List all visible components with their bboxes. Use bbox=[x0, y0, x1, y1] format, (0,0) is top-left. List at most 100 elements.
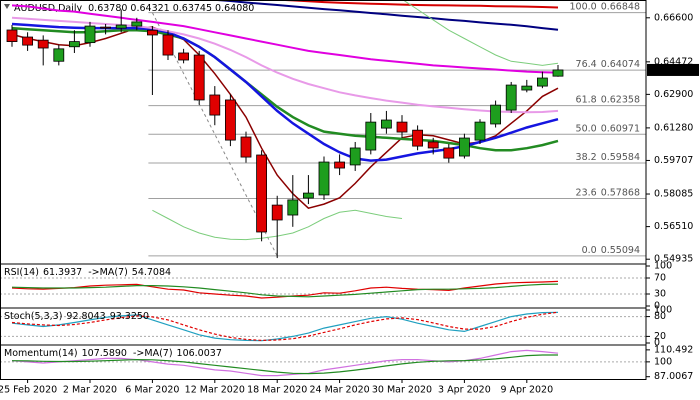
fib-price: 0.55094 bbox=[601, 244, 640, 255]
y-tick-label: 0.66600 bbox=[654, 12, 693, 23]
candle-body bbox=[318, 161, 330, 196]
y-tick-label: 0.62900 bbox=[654, 89, 693, 100]
candle-body bbox=[256, 154, 268, 233]
indicator-line bbox=[11, 354, 558, 375]
indicator-line bbox=[11, 283, 559, 298]
x-tick-label: 24 Mar 2020 bbox=[309, 385, 369, 396]
fib-price: 0.59584 bbox=[601, 151, 640, 162]
ohlc: 0.63780 0.64321 0.63745 0.64080 bbox=[88, 3, 254, 14]
candle-body bbox=[178, 52, 190, 61]
indicator-value: 92.8043 bbox=[66, 311, 105, 322]
fib-ratio: 61.8 bbox=[576, 94, 597, 105]
candle-body bbox=[84, 25, 96, 44]
candle-body bbox=[69, 41, 80, 48]
x-tick-label: 12 Mar 2020 bbox=[185, 385, 245, 396]
fib-label: 23.6 0.57868 bbox=[576, 187, 640, 198]
candle-body bbox=[552, 69, 564, 77]
indicator-header: Stoch(5,3,3) 92.8043 93.3250 bbox=[4, 311, 149, 322]
fib-label: 38.2 0.59584 bbox=[576, 151, 640, 162]
indicator-header: Momentum(14) 107.5890 ->MA(7) 106.0037 bbox=[4, 348, 222, 359]
y-tick-label: 0.56510 bbox=[654, 221, 693, 232]
moving-average bbox=[403, 1, 559, 66]
y-tick-label: 87.0067 bbox=[654, 371, 693, 382]
y-tick-label: 0 bbox=[654, 338, 660, 349]
fib-ratio: 23.6 bbox=[576, 187, 597, 198]
candle-body bbox=[6, 29, 18, 42]
last-price-label: 0.64080 bbox=[654, 64, 693, 75]
fib-label: 50.0 0.60971 bbox=[576, 123, 640, 134]
candle-body bbox=[37, 39, 49, 49]
indicator-name: RSI(14) bbox=[4, 267, 39, 278]
fib-label: 100.0 0.66848 bbox=[570, 1, 641, 12]
candle-body bbox=[209, 94, 221, 116]
candle-body bbox=[505, 84, 517, 111]
x-tick-label: 3 Apr 2020 bbox=[438, 385, 491, 396]
indicator-lines bbox=[11, 349, 559, 377]
y-tick-label: 0.61280 bbox=[654, 122, 693, 133]
candle-body bbox=[271, 204, 283, 221]
candle-body bbox=[396, 121, 408, 133]
moving-average bbox=[11, 16, 559, 114]
candle-body bbox=[443, 147, 455, 159]
candle-body bbox=[53, 48, 65, 62]
y-tick-label: 30 bbox=[654, 289, 666, 300]
x-tick-label: 25 Feb 2020 bbox=[0, 385, 57, 396]
y-tick-label: 80 bbox=[654, 311, 666, 322]
y-tick-label: 0 bbox=[654, 301, 660, 312]
chart-header: AUDUSD,Daily 0.63780 0.64321 0.63745 0.64… bbox=[14, 3, 254, 14]
candle-body bbox=[427, 141, 439, 149]
candle-body bbox=[458, 137, 470, 157]
y-tick-label: 100 bbox=[654, 305, 672, 316]
y-tick-label: 100 bbox=[654, 261, 672, 272]
fib-ratio: 76.4 bbox=[576, 59, 597, 70]
indicator-name: Stoch(5,3,3) bbox=[4, 311, 62, 322]
candle-body bbox=[115, 24, 127, 29]
fib-price: 0.60971 bbox=[601, 123, 640, 134]
candle-body bbox=[131, 21, 143, 27]
candle-body bbox=[537, 77, 548, 87]
candle-body bbox=[240, 136, 252, 158]
indicator-header: RSI(14) 61.3937 ->MA(7) 54.7084 bbox=[4, 267, 171, 278]
indicator-lines bbox=[11, 311, 559, 342]
last-price-box bbox=[647, 63, 699, 76]
indicator-name: ->MA(7) bbox=[88, 267, 128, 278]
fib-ratio: 0.0 bbox=[582, 244, 597, 255]
indicator-name: Momentum(14) bbox=[4, 348, 78, 359]
menu-icon bbox=[4, 4, 10, 9]
x-tick-label: 30 Mar 2020 bbox=[372, 385, 432, 396]
y-tick-label: 0.58085 bbox=[654, 189, 693, 200]
y-tick-label: 100 bbox=[654, 356, 672, 367]
candle-body bbox=[287, 199, 299, 216]
candle-body bbox=[334, 161, 346, 169]
candle-body bbox=[380, 119, 392, 129]
y-tick-label: 0.54935 bbox=[654, 254, 693, 265]
fib-ratio: 100.0 bbox=[570, 1, 597, 12]
candle-body bbox=[224, 99, 236, 141]
y-tick-label: 70 bbox=[654, 273, 666, 284]
y-tick-label: 20 bbox=[654, 331, 666, 342]
candle-body bbox=[162, 34, 174, 56]
x-tick-label: 18 Mar 2020 bbox=[247, 385, 307, 396]
candle-body bbox=[412, 129, 424, 147]
candle-body bbox=[474, 121, 486, 141]
candle-body bbox=[521, 85, 533, 91]
candle-body bbox=[365, 121, 377, 151]
y-tick-label: 0.59707 bbox=[654, 155, 693, 166]
indicator-lines bbox=[11, 280, 559, 299]
x-tick-label: 2 Mar 2020 bbox=[63, 385, 117, 396]
moving-average bbox=[11, 4, 559, 74]
fib-price: 0.62358 bbox=[601, 94, 640, 105]
fib-label: 76.4 0.64074 bbox=[576, 59, 640, 70]
y-tick-label: 110.492 bbox=[654, 344, 693, 355]
fib-ratio: 38.2 bbox=[576, 151, 597, 162]
indicator-name: ->MA(7) bbox=[133, 348, 173, 359]
y-tick-label: 0.64472 bbox=[654, 56, 693, 67]
moving-average bbox=[217, 1, 559, 31]
fib-price: 0.64074 bbox=[601, 59, 640, 70]
moving-average bbox=[284, 1, 559, 9]
candle-body bbox=[146, 29, 158, 36]
indicator-line bbox=[11, 311, 559, 342]
candle-body bbox=[490, 104, 502, 125]
